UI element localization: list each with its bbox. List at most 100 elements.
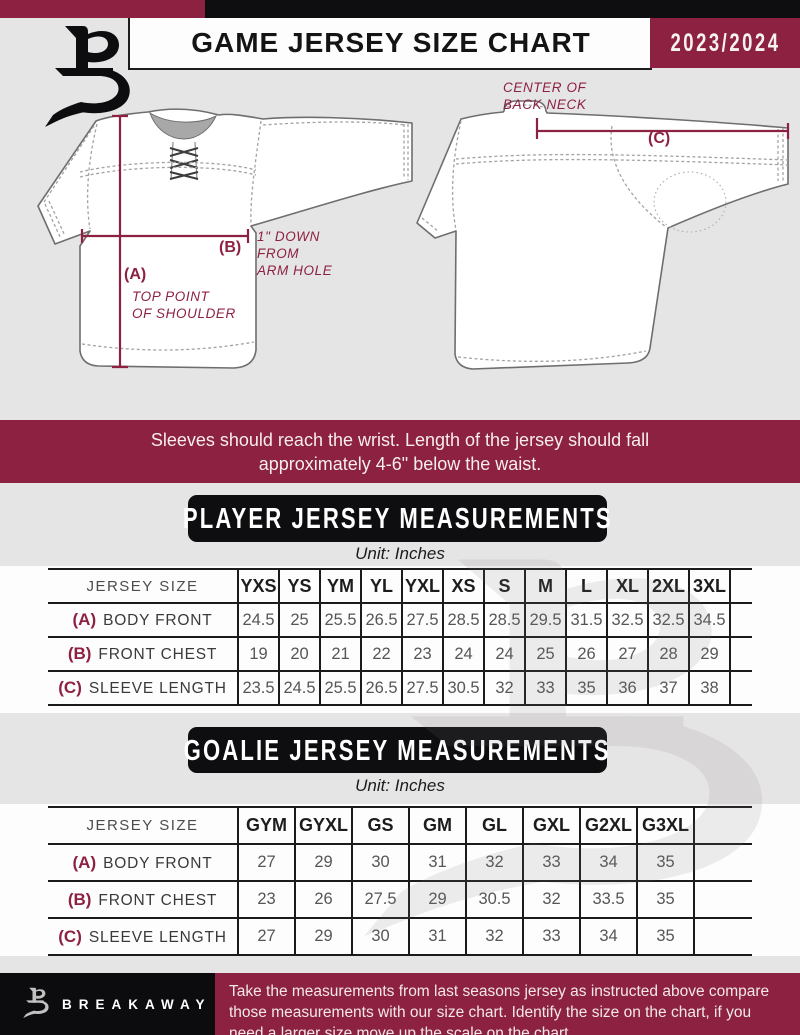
stub-cell [693, 881, 752, 918]
stub-cell [693, 844, 752, 881]
stub-cell [729, 671, 752, 705]
column-header: YXS [237, 569, 279, 603]
fit-notice-banner: Sleeves should reach the wrist. Length o… [0, 420, 800, 483]
page-title: GAME JERSEY SIZE CHART [191, 27, 591, 58]
value-cell: 29.5 [524, 603, 566, 637]
measurement-lines [80, 114, 790, 369]
jersey-measurement-diagram [37, 100, 790, 370]
page-title-box: GAME JERSEY SIZE CHART [128, 18, 652, 70]
value-cell: 29 [294, 918, 352, 955]
column-header: GYXL [294, 807, 352, 844]
stub-cell [729, 637, 752, 671]
value-cell: 33 [522, 918, 580, 955]
size-table: JERSEY SIZE YXS YS YM YL YXL XS S M L XL 2XL 3XL (A) B… [48, 568, 752, 706]
column-header: S [483, 569, 525, 603]
table-row: (C) SLEEVE LENGTH 27 29 30 31 32 33 34 35 [48, 918, 752, 955]
footer-instructions-block: Take the measurements from last seasons … [215, 973, 800, 1035]
value-cell: 36 [606, 671, 648, 705]
goalie-section-banner: GOALIE JERSEY MEASUREMENTS [184, 727, 609, 773]
size-table: JERSEY SIZE GYM GYXL GS GM GL GXL G2XL G3XL (A) BO… [48, 806, 752, 956]
row-key: (A) [72, 852, 97, 872]
table-row: (B) FRONT CHEST 23 26 27.5 29 30.5 32 33.5 35 [48, 881, 752, 918]
value-cell: 37 [647, 671, 689, 705]
value-cell: 30.5 [442, 671, 484, 705]
top-maroon-strip [0, 0, 205, 18]
breakaway-footer-logo [23, 987, 49, 1019]
value-cell: 27 [606, 637, 648, 671]
value-cell: 30 [351, 844, 409, 881]
column-header: G2XL [579, 807, 637, 844]
stub-cell [693, 807, 752, 844]
row-key: (A) [72, 610, 97, 629]
value-cell: 30.5 [465, 881, 523, 918]
footer-brand-block: BREAKAWAY [0, 973, 215, 1035]
column-header: 2XL [647, 569, 689, 603]
value-cell: 27.5 [401, 603, 443, 637]
table-row: (C) SLEEVE LENGTH 23.5 24.5 25.5 26.5 27.5 30.5… [48, 671, 752, 705]
label-c-text: CENTER OF BACK NECK [503, 80, 587, 112]
player-section-banner: PLAYER JERSEY MEASUREMENTS [183, 495, 610, 542]
label-c-key: (C) [648, 130, 671, 147]
row-label-text: BODY FRONT [103, 612, 213, 629]
value-cell: 24.5 [278, 671, 320, 705]
column-header: YXL [401, 569, 443, 603]
brand-name: BREAKAWAY [62, 996, 212, 1012]
value-cell: 24.5 [237, 603, 279, 637]
row-label-text: BODY FRONT [103, 854, 213, 872]
value-cell: 23 [237, 881, 295, 918]
column-header: XS [442, 569, 484, 603]
goalie-unit-label: Unit: Inches [355, 776, 445, 795]
column-header: GL [465, 807, 523, 844]
value-cell: 20 [278, 637, 320, 671]
row-label: (A) BODY FRONT [48, 844, 238, 881]
column-header: GS [351, 807, 409, 844]
value-cell: 25.5 [319, 603, 361, 637]
column-header: YL [360, 569, 402, 603]
label-b-text: 1" DOWN FROM ARM HOLE [257, 229, 333, 278]
value-cell: 27.5 [351, 881, 409, 918]
row-key: (B) [67, 644, 92, 663]
table-row: (A) BODY FRONT 24.5 25 25.5 26.5 27.5 28.5 28.5 2… [48, 603, 752, 637]
table-row: (A) BODY FRONT 27 29 30 31 32 33 34 35 [48, 844, 752, 881]
value-cell: 23 [401, 637, 443, 671]
footer-instructions-text: Take the measurements from last seasons … [229, 983, 770, 1035]
back-jersey-drawing [416, 100, 789, 370]
value-cell: 25.5 [319, 671, 361, 705]
row-key: (C) [58, 678, 82, 697]
row-label-text: SLEEVE LENGTH [88, 680, 227, 697]
value-cell: 30 [351, 918, 409, 955]
row-label: (B) FRONT CHEST [48, 637, 238, 671]
value-cell: 31 [408, 918, 466, 955]
column-header: GXL [522, 807, 580, 844]
row-header: JERSEY SIZE [86, 817, 199, 834]
value-cell: 32 [522, 881, 580, 918]
season-badge: 2023/2024 [650, 18, 800, 68]
value-cell: 35 [636, 918, 694, 955]
player-measurements-table: JERSEY SIZE YXS YS YM YL YXL XS S M L XL 2XL 3XL (A) B… [48, 568, 752, 706]
row-label-text: FRONT CHEST [98, 646, 218, 663]
value-cell: 25 [278, 603, 320, 637]
label-a-text: TOP POINT OF SHOULDER [132, 289, 236, 321]
player-section-title: PLAYER JERSEY MEASUREMENTS [182, 501, 613, 535]
stub-cell [693, 918, 752, 955]
value-cell: 29 [408, 881, 466, 918]
value-cell: 31.5 [565, 603, 607, 637]
front-jersey-drawing [37, 108, 413, 369]
row-label-text: FRONT CHEST [98, 891, 218, 909]
value-cell: 23.5 [237, 671, 279, 705]
value-cell: 35 [565, 671, 607, 705]
label-b-key: (B) [219, 239, 242, 256]
column-header: YS [278, 569, 320, 603]
value-cell: 35 [636, 881, 694, 918]
column-header: M [524, 569, 566, 603]
value-cell: 28 [647, 637, 689, 671]
value-cell: 34 [579, 844, 637, 881]
value-cell: 34.5 [688, 603, 730, 637]
value-cell: 26.5 [360, 603, 402, 637]
row-label: (B) FRONT CHEST [48, 881, 238, 918]
value-cell: 21 [319, 637, 361, 671]
value-cell: 26 [565, 637, 607, 671]
value-cell: 29 [688, 637, 730, 671]
value-cell: 33 [522, 844, 580, 881]
